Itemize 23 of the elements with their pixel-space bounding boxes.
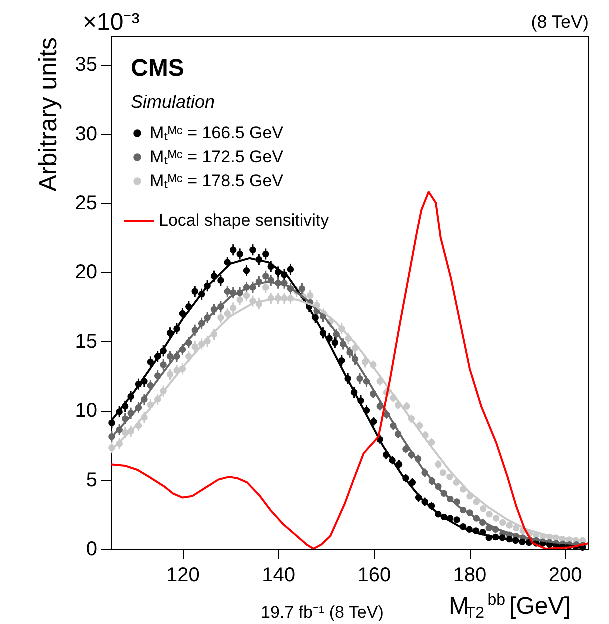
y-axis-title: Arbitrary units [34,38,62,192]
y-tick-label: 0 [86,538,98,560]
x-tick-label: 120 [166,564,200,586]
x-tick-label: 140 [262,564,296,586]
text: ×10⁻³ [83,9,140,36]
y-tick-label: 10 [75,400,98,422]
legend-label: Mₜᴹᶜ = 172.5 GeV [150,148,284,166]
y-tick-label: 15 [75,330,98,353]
y-tick-label: 25 [75,192,98,215]
legend-label: Local shape sensitivity [159,211,330,230]
legend-label: Mₜᴹᶜ = 178.5 GeV [150,172,284,190]
x-tick-label: 160 [358,564,392,586]
y-tick-label: 30 [75,123,98,146]
annotation: CMS [131,55,184,82]
text: 19.7 fb⁻¹ (8 TeV) [261,603,384,622]
x-tick-label: 200 [548,564,582,586]
annotation: Simulation [131,92,216,112]
text: (8 TeV) [531,12,589,32]
legend-label: Mₜᴹᶜ = 166.5 GeV [150,124,284,142]
y-tick-label: 5 [86,469,98,492]
x-tick-label: 180 [453,564,487,586]
y-tick-label: 20 [75,262,98,284]
y-tick-label: 35 [75,54,98,76]
